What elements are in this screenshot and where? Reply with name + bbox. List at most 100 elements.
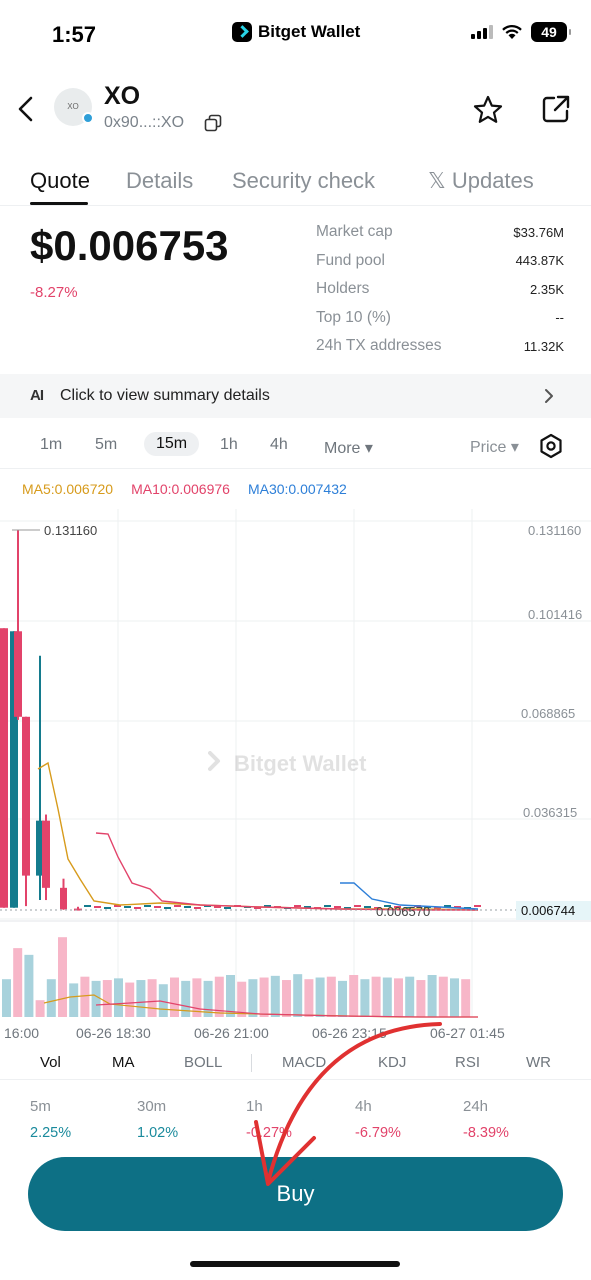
tab-details[interactable]: Details (126, 168, 194, 193)
candle-body (60, 887, 67, 910)
candle-body (84, 905, 91, 907)
volume-bar (102, 980, 112, 1017)
candle-body (114, 905, 121, 907)
period-label: 24h (463, 1098, 489, 1115)
tab-quote[interactable]: Quote (30, 168, 90, 193)
stat-24h-tx-addresses: 24h TX addresses 11.32K (316, 332, 564, 361)
chart-settings-icon[interactable] (538, 433, 564, 459)
chart-canvas: Bitget Wallet 0.131160 0.006570 0.006744… (0, 509, 591, 1041)
volume-bar (438, 976, 448, 1017)
candles (0, 530, 82, 911)
price-chart[interactable]: MA5:0.006720 MA10:0.006976 MA30:0.007432… (0, 468, 591, 1048)
stat-label: Fund pool (316, 251, 385, 269)
status-icons: 49 (471, 22, 571, 42)
candle-body (174, 905, 181, 907)
volume-bar (114, 978, 123, 1017)
ai-icon: AI (30, 387, 44, 404)
low-price-label: 0.006570 (376, 904, 430, 919)
candle-body (364, 906, 371, 908)
ma5-line (37, 761, 479, 911)
watermark-text: Bitget Wallet (234, 751, 367, 776)
ma-legend: MA5:0.006720 MA10:0.006976 MA30:0.007432 (22, 481, 347, 497)
tab-security-check[interactable]: Security check (232, 168, 376, 193)
candle-body (224, 907, 231, 909)
candle-body (10, 631, 18, 908)
candle-body (374, 907, 381, 909)
volume-bar (125, 982, 135, 1017)
tab-x-updates[interactable]: 𝕏 Updates (428, 168, 534, 193)
volume-bar (203, 980, 213, 1017)
candle-body (324, 905, 331, 907)
volume-bar (237, 981, 247, 1017)
period-changes: 5m 2.25% 30m 1.02% 1h -0.27% 4h -6.79% 2… (0, 1092, 591, 1152)
ma30-legend: MA30:0.007432 (247, 481, 347, 497)
token-avatar-text: XO (67, 102, 79, 111)
volume-bar (338, 980, 347, 1017)
indicator-ma[interactable]: MA (112, 1054, 135, 1071)
indicator-boll[interactable]: BOLL (184, 1054, 223, 1071)
period-4h: 4h -6.79% (355, 1098, 455, 1141)
interval-1m[interactable]: 1m (40, 436, 63, 453)
volume-bar (80, 976, 90, 1017)
ma30-line (340, 882, 479, 910)
indicator-macd[interactable]: MACD (282, 1054, 327, 1071)
candle-body (334, 906, 341, 908)
ma5-legend: MA5:0.006720 (22, 481, 114, 497)
y-tick-label: 0.036315 (523, 805, 577, 820)
volume-bar (226, 975, 235, 1017)
back-chevron-icon[interactable] (12, 92, 40, 126)
volume-bar (450, 978, 459, 1017)
candle-body (134, 907, 141, 909)
period-label: 4h (355, 1098, 372, 1115)
token-symbol: XO (104, 82, 141, 110)
interval-15m[interactable]: 15m (144, 432, 200, 456)
interval-5m[interactable]: 5m (95, 436, 118, 453)
candle-body (354, 905, 361, 907)
indicator-kdj[interactable]: KDJ (378, 1054, 407, 1071)
ma10-legend: MA10:0.006976 (131, 481, 230, 497)
cellular-signal-icon (471, 25, 493, 39)
stat-value: 2.35K (530, 281, 564, 297)
current-price-axis-label: 0.006744 (521, 903, 575, 918)
candle-body (294, 905, 301, 907)
star-icon[interactable] (472, 94, 504, 126)
copy-icon[interactable] (204, 114, 222, 132)
indicator-wr[interactable]: WR (526, 1054, 551, 1071)
interval-1h[interactable]: 1h (220, 436, 238, 453)
volume-bar (259, 977, 269, 1017)
volume-bar (405, 976, 415, 1017)
chain-badge-icon (82, 112, 94, 124)
candle-body (22, 716, 30, 876)
token-stats: Market cap $33.76M Fund pool 443.87K Hol… (316, 218, 564, 361)
wifi-icon (502, 24, 522, 39)
price-mode-dropdown[interactable]: Price ▾ (470, 439, 519, 456)
more-intervals-button[interactable]: More ▾ (324, 440, 373, 457)
candle-body (164, 907, 171, 909)
indicator-separator (251, 1054, 252, 1072)
volume-bar (427, 975, 437, 1017)
chart-grid (0, 509, 591, 1017)
stat-label: Top 10 (%) (316, 308, 391, 326)
volume-bar (282, 980, 291, 1017)
volume-bar (371, 976, 381, 1017)
period-value: 1.02% (137, 1125, 179, 1141)
volume-bar (326, 976, 336, 1017)
buy-button[interactable]: Buy (28, 1157, 563, 1231)
period-1h: 1h -0.27% (246, 1098, 346, 1141)
candle-body (304, 906, 311, 908)
current-price: $0.006753 (30, 222, 229, 269)
ai-summary-bar[interactable]: AI Click to view summary details (0, 374, 591, 418)
candle-body (94, 906, 101, 908)
token-avatar: XO (54, 88, 94, 126)
share-icon[interactable] (540, 93, 572, 125)
volume-bar (382, 977, 392, 1017)
period-5m: 5m 2.25% (30, 1098, 130, 1141)
indicator-vol[interactable]: Vol (40, 1054, 61, 1071)
volume-bar (304, 979, 314, 1017)
ai-summary-text: Click to view summary details (60, 387, 270, 404)
candle-body (394, 906, 401, 908)
period-value: -8.39% (463, 1125, 509, 1141)
interval-4h[interactable]: 4h (270, 436, 288, 453)
token-header: XO XO 0x90...::XO (0, 78, 591, 148)
indicator-rsi[interactable]: RSI (455, 1054, 481, 1071)
